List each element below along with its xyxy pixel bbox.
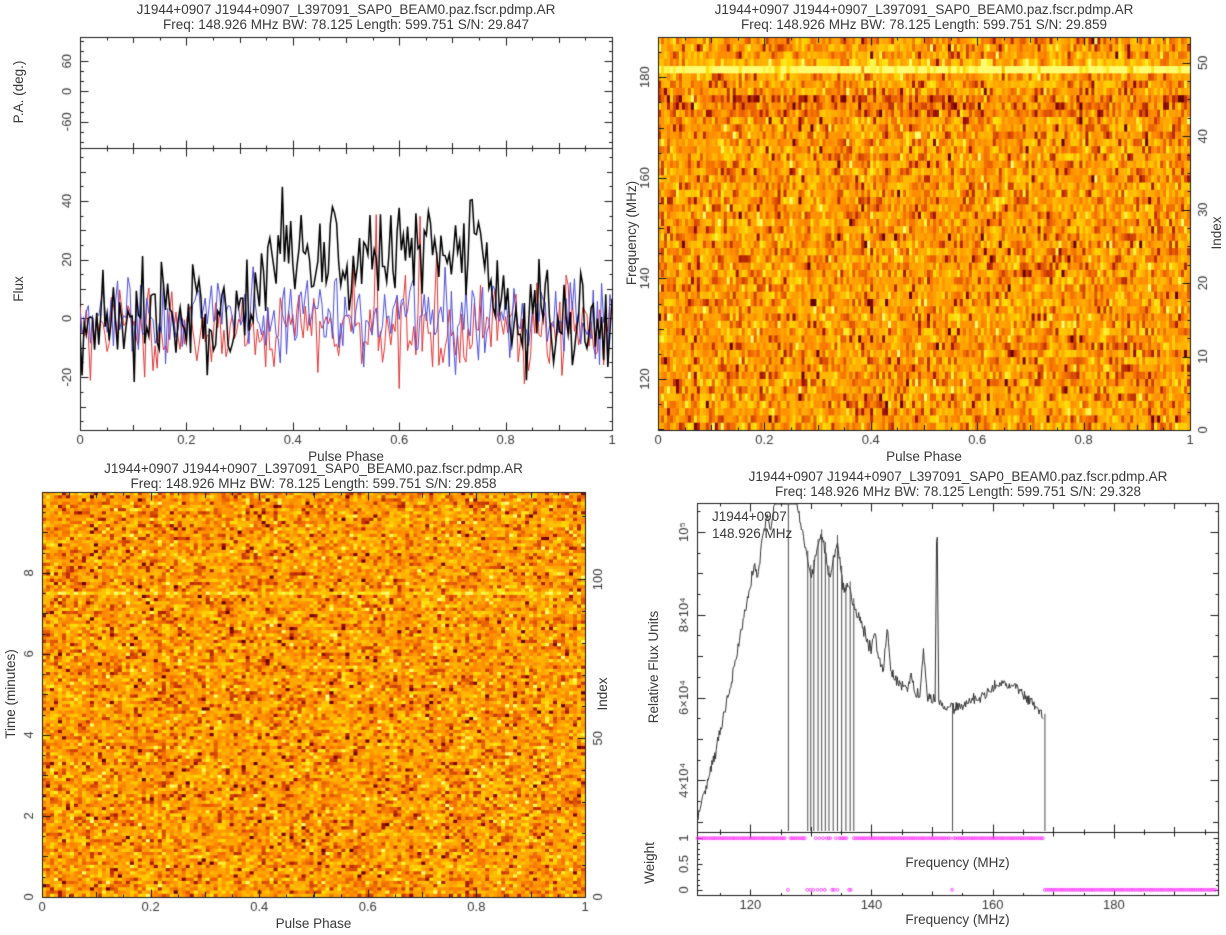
- freqphase-title-line2: Freq: 148.926 MHz BW: 78.125 Length: 599…: [741, 17, 1107, 32]
- relative-flux-axis-label: Relative Flux Units: [646, 610, 661, 724]
- bandpass-xaxis-label: Frequency (MHz): [905, 912, 1010, 927]
- pa-axis-label: P.A. (deg.): [11, 60, 26, 124]
- timephase-title-line1: J1944+0907 J1944+0907_L397091_SAP0_BEAM0…: [104, 461, 523, 476]
- timephase-title-line2: Freq: 148.926 MHz BW: 78.125 Length: 599…: [130, 476, 497, 491]
- bandpass-inner-xaxis-label: Frequency (MHz): [905, 855, 1010, 870]
- profile-title-line2: Freq: 148.926 MHz BW: 78.125 Length: 599…: [163, 17, 529, 32]
- freqphase-index-axis-label: Index: [1209, 216, 1224, 250]
- profile-xaxis-label: Pulse Phase: [308, 449, 384, 464]
- frequency-axis-label: Frequency (MHz): [624, 180, 639, 286]
- bandpass-freq-annotation: 148.926 MHz: [712, 526, 793, 541]
- timephase-xaxis-label: Pulse Phase: [275, 916, 352, 931]
- profile-title-line1: J1944+0907 J1944+0907_L397091_SAP0_BEAM0…: [136, 2, 556, 17]
- bandpass-title-line1: J1944+0907 J1944+0907_L397091_SAP0_BEAM0…: [748, 469, 1168, 484]
- bandpass-source-annotation: J1944+0907: [712, 509, 787, 524]
- freqphase-xaxis-label: Pulse Phase: [886, 449, 962, 464]
- weight-axis-label: Weight: [642, 842, 657, 884]
- bandpass-title-line2: Freq: 148.926 MHz BW: 78.125 Length: 599…: [775, 484, 1141, 499]
- flux-axis-label: Flux: [11, 276, 26, 302]
- freqphase-title-line1: J1944+0907 J1944+0907_L397091_SAP0_BEAM0…: [714, 2, 1134, 17]
- time-axis-label: Time (minutes): [3, 649, 18, 739]
- timephase-index-axis-label: Index: [595, 677, 610, 711]
